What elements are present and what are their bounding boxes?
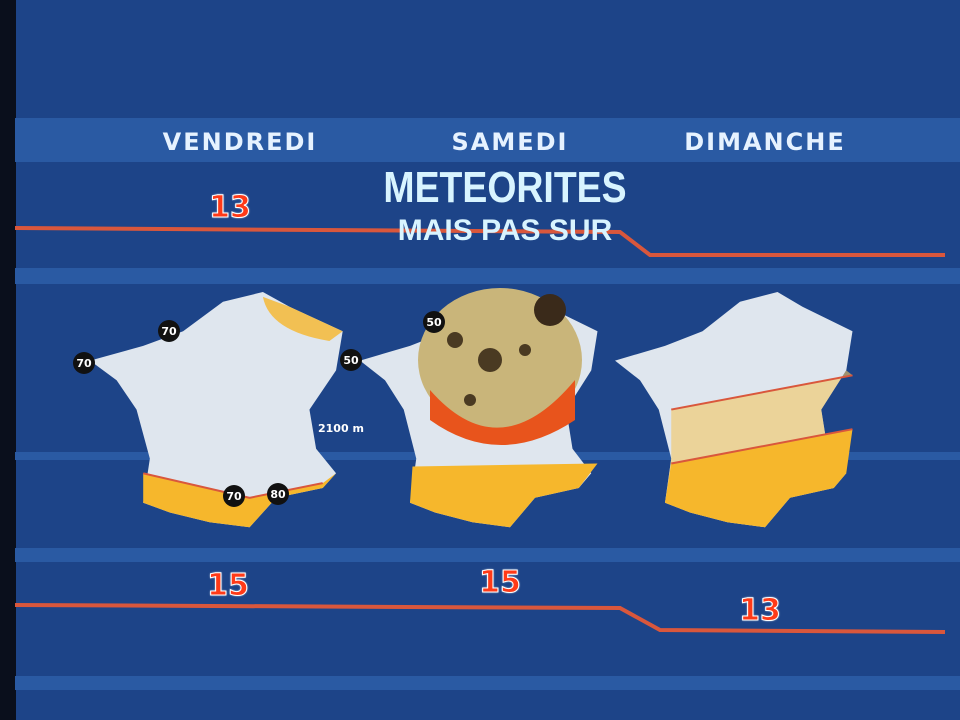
temperature-line-bottom [14,603,946,634]
wind-badge: 70 [223,485,245,507]
wind-badge: 70 [73,352,95,374]
temperature-line-top [14,226,945,257]
day-label-dimanche: DIMANCHE [684,128,846,156]
wind-badge: 70 [158,320,180,342]
altitude-label: 2100 m [318,422,364,435]
wind-badge: 50 [340,349,362,371]
day-label-samedi: SAMEDI [451,128,569,156]
headline-subtitle: MAIS PAS SUR [397,214,613,247]
wind-badge: 80 [267,483,289,505]
headline-title: METEORITES [383,163,627,212]
wind-badge: 50 [423,311,445,333]
left-border [0,0,16,720]
map-vendredi [90,292,343,528]
temp-vendredi-bottom: 15 [207,568,250,604]
day-label-vendredi: VENDREDI [162,128,318,156]
band [15,268,960,284]
temp-dimanche-bottom: 13 [739,593,782,629]
temp-vendredi-top: 13 [209,190,252,226]
temp-samedi-bottom: 15 [479,565,522,601]
band [15,676,960,690]
map-samedi [360,292,598,528]
meteorite-illustration [418,288,582,445]
band [15,548,960,562]
map-dimanche [615,292,853,528]
band [15,118,960,162]
